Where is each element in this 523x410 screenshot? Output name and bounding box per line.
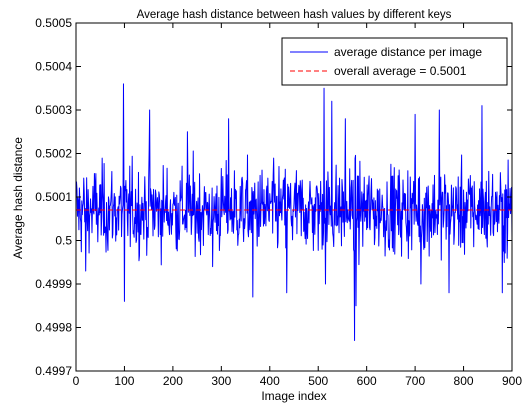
- x-axis-label: Image index: [261, 389, 326, 403]
- y-tick-label: 0.5: [55, 234, 72, 248]
- x-tick-label: 800: [454, 374, 474, 388]
- legend: average distance per image overall averag…: [281, 37, 508, 86]
- y-tick-label: 0.4999: [35, 277, 72, 291]
- x-tick-label: 900: [502, 374, 522, 388]
- y-tick-label: 0.5004: [35, 60, 72, 74]
- legend-box: [281, 37, 508, 86]
- x-tick-label: 700: [405, 374, 425, 388]
- axes: 0 100 200 300 400 500 600 700 800 900 0.4997 0.4998…: [35, 16, 522, 388]
- chart-title: Average hash distance between hash value…: [137, 9, 452, 21]
- series-line-average-distance: [75, 83, 513, 342]
- legend-label: average distance per image: [334, 45, 482, 59]
- x-tick-label: 600: [357, 374, 377, 388]
- y-tick-label: 0.5003: [35, 103, 72, 117]
- x-tick-label: 0: [73, 374, 80, 388]
- x-tick-label: 100: [114, 374, 134, 388]
- x-tick-label: 200: [163, 374, 183, 388]
- x-tick-label: 300: [211, 374, 231, 388]
- x-tick-label: 400: [260, 374, 280, 388]
- y-tick-label: 0.5002: [35, 147, 72, 161]
- y-tick-label: 0.5001: [35, 190, 72, 204]
- legend-label: overall average = 0.5001: [334, 64, 467, 78]
- y-tick-label: 0.4997: [35, 364, 72, 378]
- x-tick-label: 500: [308, 374, 328, 388]
- y-tick-label: 0.4998: [35, 321, 72, 335]
- y-axis-label: Average hash distance: [11, 137, 25, 259]
- y-tick-label: 0.5005: [35, 16, 72, 30]
